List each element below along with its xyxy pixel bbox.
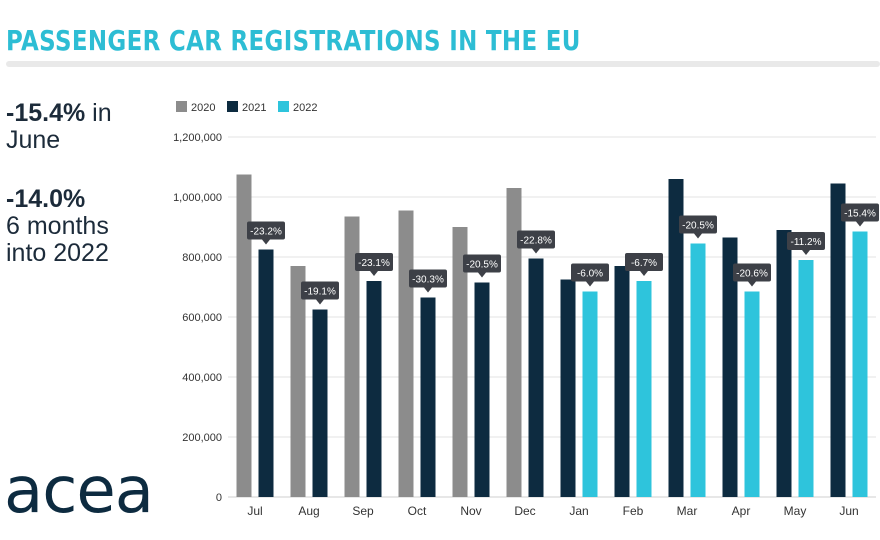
y-tick-label: 600,000 [182,312,222,324]
bar-2021-oct [420,297,436,497]
callout-box-mar [679,215,717,234]
highlight-june-in: in [85,99,112,127]
callout-pointer-nov [478,272,486,278]
callout-label-mar: -20.5% [682,221,714,232]
x-tick-label: Feb [623,504,644,518]
callout-box-nov [463,254,501,273]
x-tick-label: Mar [677,504,698,518]
callout-pointer-apr [748,281,756,287]
callout-box-sep [355,253,393,271]
highlight-june: -15.4% in June [6,100,112,154]
callout-pointer-sep [370,271,378,276]
x-tick-label: Aug [298,504,319,518]
legend-label-2021: 2021 [242,102,266,114]
x-tick-label: Sep [352,504,374,518]
callout-pointer-jan [586,281,594,287]
bar-2021-aug [312,309,328,497]
callout-label-feb: -6.7% [631,258,657,269]
bar-2021-may [776,230,792,497]
y-tick-label: 1,200,000 [173,132,222,144]
bar-2020-sep [344,216,360,497]
legend-label-2022: 2022 [293,102,317,114]
callout-box-may [787,232,825,250]
callout-label-may: -11.2% [791,237,822,248]
bar-2021-mar [668,179,684,497]
bar-2021-feb [614,266,630,497]
x-tick-label: Apr [732,504,751,518]
page-title: PASSENGER CAR REGISTRATIONS IN THE EU [6,24,581,57]
x-tick-label: Jan [569,504,588,518]
bar-2022-jun [852,231,868,497]
bar-2020-dec [506,188,522,497]
callout-pointer-jun [856,221,864,227]
callout-pointer-aug [316,299,324,305]
bar-2021-dec [528,258,544,497]
bar-2022-apr [744,291,760,497]
acea-logo: acea [4,454,154,528]
bar-2020-nov [452,227,468,497]
bar-2021-nov [474,282,490,497]
y-tick-label: 200,000 [182,432,222,444]
bar-2022-mar [690,243,706,497]
y-tick-label: 0 [216,492,222,504]
callout-box-jul [247,221,285,240]
callout-label-dec: -22.8% [520,236,552,247]
x-tick-label: Dec [514,504,535,518]
callout-pointer-feb [640,271,648,276]
highlight-ytd-value: -14.0% [6,185,86,213]
callout-pointer-jul [262,239,270,245]
highlight-june-line1: -15.4% in [6,100,112,127]
callout-pointer-dec [532,248,540,254]
bar-2021-jul [258,249,274,497]
highlight-june-value: -15.4% [6,99,86,127]
callout-label-jul: -23.2% [250,227,282,238]
legend-swatch-2022 [278,101,289,112]
bar-2020-jul [236,174,252,497]
bar-2022-feb [636,281,652,497]
callout-box-jan [571,263,609,282]
bar-2022-jan [582,291,598,497]
callout-pointer-may [802,250,810,255]
x-tick-label: Oct [408,504,427,518]
callout-label-nov: -20.5% [466,260,498,271]
callout-label-apr: -20.6% [736,269,768,280]
x-tick-label: Jul [247,504,262,518]
title-divider [6,61,880,67]
x-tick-label: Jun [839,504,858,518]
bar-2021-jan [560,279,576,497]
callout-label-sep: -23.1% [358,258,390,269]
callout-box-oct [409,269,447,288]
callout-pointer-mar [694,233,702,239]
callout-box-dec [517,230,555,249]
highlight-ytd-label-1: 6 months [6,212,109,240]
callout-box-apr [733,263,771,282]
x-tick-label: Nov [460,504,481,518]
bar-2021-sep [366,281,382,497]
bar-2020-oct [398,210,414,497]
highlight-ytd-label-2: into 2022 [6,239,109,267]
callout-label-oct: -30.3% [412,275,444,286]
bar-2022-may [798,260,814,497]
callout-box-aug [301,281,339,300]
legend-swatch-2020 [176,101,187,112]
legend-swatch-2021 [227,101,238,112]
callout-label-jun: -15.4% [844,209,876,220]
y-tick-label: 800,000 [182,252,222,264]
bar-2021-apr [722,237,738,497]
highlight-june-label: June [6,126,61,154]
logo-text: acea [4,460,153,520]
y-tick-label: 400,000 [182,372,222,384]
legend-label-2020: 2020 [191,102,215,114]
callout-pointer-oct [424,287,432,293]
callout-label-aug: -19.1% [304,287,336,298]
x-tick-label: May [784,504,807,518]
bar-2021-jun [830,183,846,497]
callout-box-feb [625,253,663,271]
callout-label-jan: -6.0% [577,269,603,280]
callout-box-jun [841,203,879,222]
bar-2020-aug [290,266,306,497]
highlight-ytd: -14.0% 6 months into 2022 [6,186,109,267]
y-tick-label: 1,000,000 [173,192,222,204]
